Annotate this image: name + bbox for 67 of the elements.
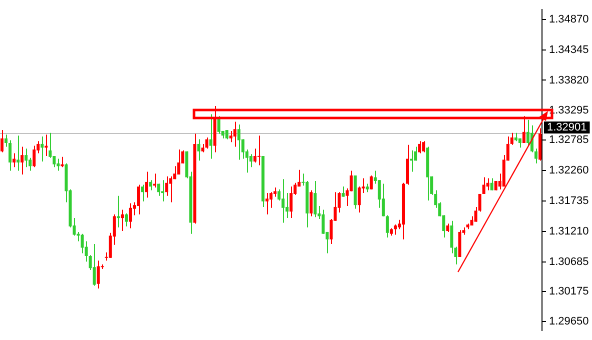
candlestick (257, 135, 260, 166)
candlestick (137, 184, 140, 215)
candlestick (20, 146, 24, 176)
y-tick-label: 1.34870 (549, 13, 589, 26)
candlestick (120, 209, 124, 232)
candlestick (169, 176, 172, 203)
candlestick (418, 140, 422, 154)
candlestick (145, 171, 148, 198)
candlestick (482, 176, 486, 194)
y-tick-label: 1.31735 (549, 195, 589, 208)
candlestick (237, 124, 240, 160)
candlestick (16, 135, 20, 172)
candlestick (382, 183, 385, 217)
candlestick (80, 233, 84, 254)
candlestick (253, 148, 256, 163)
candlestick (141, 184, 144, 202)
y-tick-label: 1.30175 (549, 285, 589, 298)
candlestick (165, 176, 168, 196)
candlestick (124, 212, 128, 227)
y-tick-label: 1.31210 (549, 225, 589, 238)
candlestick (490, 178, 494, 191)
candlestick (128, 202, 132, 229)
y-tick-label: 1.29650 (549, 316, 589, 328)
candlestick (350, 170, 353, 192)
candlestick (233, 121, 236, 148)
y-tick-label: 1.33820 (549, 74, 589, 86)
candlestick (310, 190, 313, 217)
candlestick (342, 186, 345, 198)
candlestick (370, 174, 373, 190)
candlestick (92, 244, 96, 286)
candlestick (265, 192, 268, 215)
candlestick (32, 145, 36, 168)
candlestick (314, 180, 317, 218)
candlestick (422, 140, 426, 153)
candlestick (40, 136, 44, 162)
candlestick (394, 224, 397, 236)
candlestick (197, 138, 200, 162)
candlestick (149, 180, 152, 191)
candlestick (225, 130, 228, 140)
ref-line-label: 1.32901 (547, 121, 587, 134)
candlestick (510, 132, 514, 146)
candlestick (0, 130, 4, 153)
candlestick (116, 195, 120, 228)
candlestick (494, 180, 498, 191)
y-tick-label: 1.33295 (549, 104, 589, 117)
y-tick-label: 1.32260 (549, 164, 589, 177)
candlestick (161, 180, 164, 202)
candlestick (209, 114, 212, 160)
candlestick (24, 148, 28, 168)
candlestick (56, 158, 60, 172)
y-tick-label: 1.32785 (549, 134, 589, 146)
candlestick (177, 149, 180, 176)
candlestick (205, 136, 208, 150)
candlestick (229, 130, 232, 143)
candlestick (282, 178, 285, 224)
candlestick (290, 186, 293, 219)
candlestick (157, 183, 160, 196)
candlestick (450, 220, 454, 254)
candlestick (486, 178, 490, 191)
candlestick (358, 186, 361, 214)
y-tick-label: 1.34345 (549, 44, 589, 56)
candlestick (522, 116, 526, 144)
y-tick-label: 1.30685 (549, 256, 589, 268)
candlestick (478, 193, 482, 212)
candlestick (96, 260, 100, 289)
candlestick (12, 152, 16, 168)
candlestick (386, 214, 389, 238)
